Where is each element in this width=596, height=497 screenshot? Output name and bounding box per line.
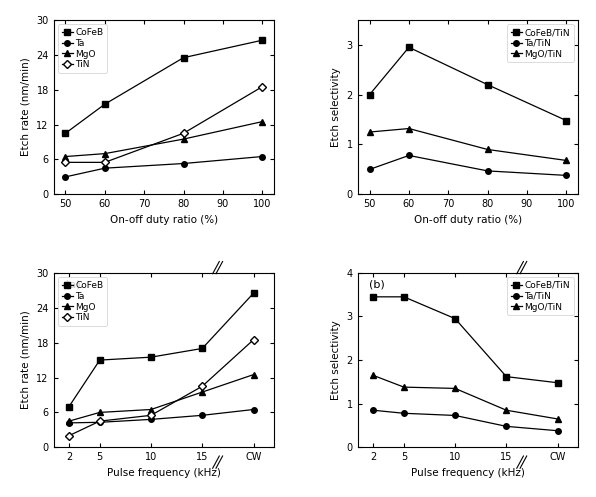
Ta	[259, 154, 266, 160]
Ta	[250, 407, 257, 413]
MgO/TiN	[503, 407, 510, 413]
Legend: CoFeB/TiN, Ta/TiN, MgO/TiN: CoFeB/TiN, Ta/TiN, MgO/TiN	[507, 277, 573, 315]
Ta/TiN	[563, 172, 570, 178]
Y-axis label: Etch selectivity: Etch selectivity	[331, 320, 341, 400]
Text: (b): (b)	[369, 280, 384, 290]
Ta/TiN	[484, 168, 491, 174]
X-axis label: On-off duty ratio (%): On-off duty ratio (%)	[110, 215, 218, 225]
Y-axis label: Etch rate (nm/min): Etch rate (nm/min)	[21, 58, 31, 157]
CoFeB/TiN	[370, 294, 377, 300]
CoFeB/TiN	[554, 380, 561, 386]
Line: Ta: Ta	[63, 154, 265, 180]
Line: CoFeB: CoFeB	[66, 290, 256, 410]
Ta	[101, 165, 108, 171]
Ta/TiN	[370, 407, 377, 413]
CoFeB/TiN	[452, 316, 459, 322]
TiN	[147, 413, 154, 418]
Legend: CoFeB, Ta, MgO, TiN: CoFeB, Ta, MgO, TiN	[58, 24, 107, 73]
CoFeB	[66, 404, 73, 410]
MgO/TiN	[554, 416, 561, 422]
Line: MgO: MgO	[63, 119, 265, 160]
Line: MgO: MgO	[66, 372, 256, 424]
MgO/TiN	[563, 158, 570, 164]
Line: MgO/TiN: MgO/TiN	[370, 373, 560, 422]
TiN	[198, 383, 206, 389]
MgO	[198, 389, 206, 395]
TiN	[180, 130, 187, 136]
MgO/TiN	[370, 372, 377, 378]
Ta	[62, 174, 69, 180]
TiN	[62, 160, 69, 166]
Line: TiN: TiN	[66, 337, 256, 438]
Ta/TiN	[401, 411, 408, 416]
Text: (a): (a)	[64, 280, 80, 290]
TiN	[66, 433, 73, 439]
MgO	[96, 410, 103, 415]
X-axis label: Pulse frequency (kHz): Pulse frequency (kHz)	[107, 468, 221, 478]
CoFeB/TiN	[484, 82, 491, 87]
MgO/TiN	[484, 147, 491, 153]
Y-axis label: Etch selectivity: Etch selectivity	[331, 67, 341, 147]
X-axis label: Pulse frequency (kHz): Pulse frequency (kHz)	[411, 468, 525, 478]
Ta/TiN	[366, 166, 373, 172]
Ta/TiN	[405, 153, 412, 159]
MgO	[180, 136, 187, 142]
TiN	[250, 337, 257, 343]
Line: Ta: Ta	[66, 407, 256, 425]
MgO/TiN	[366, 129, 373, 135]
MgO	[259, 119, 266, 125]
Ta/TiN	[554, 428, 561, 434]
Ta	[66, 420, 73, 426]
MgO/TiN	[452, 386, 459, 392]
CoFeB	[180, 55, 187, 61]
MgO/TiN	[401, 384, 408, 390]
CoFeB/TiN	[366, 91, 373, 97]
Ta	[198, 413, 206, 418]
Line: CoFeB/TiN: CoFeB/TiN	[367, 45, 569, 123]
Ta/TiN	[503, 423, 510, 429]
Line: TiN: TiN	[63, 84, 265, 165]
MgO/TiN	[405, 126, 412, 132]
Line: CoFeB/TiN: CoFeB/TiN	[370, 294, 560, 386]
Ta/TiN	[452, 413, 459, 418]
Legend: CoFeB, Ta, MgO, TiN: CoFeB, Ta, MgO, TiN	[58, 277, 107, 326]
MgO	[62, 154, 69, 160]
TiN	[101, 160, 108, 166]
CoFeB	[198, 345, 206, 351]
CoFeB	[62, 130, 69, 136]
MgO	[101, 151, 108, 157]
Y-axis label: Etch rate (nm/min): Etch rate (nm/min)	[21, 311, 31, 410]
CoFeB/TiN	[563, 118, 570, 124]
MgO	[147, 407, 154, 413]
Legend: CoFeB/TiN, Ta/TiN, MgO/TiN: CoFeB/TiN, Ta/TiN, MgO/TiN	[507, 24, 573, 62]
CoFeB	[147, 354, 154, 360]
CoFeB	[101, 101, 108, 107]
CoFeB/TiN	[405, 44, 412, 50]
MgO	[66, 418, 73, 424]
CoFeB/TiN	[503, 374, 510, 380]
TiN	[259, 84, 266, 90]
TiN	[96, 418, 103, 424]
CoFeB	[259, 37, 266, 43]
Ta	[180, 161, 187, 166]
X-axis label: On-off duty ratio (%): On-off duty ratio (%)	[414, 215, 522, 225]
Line: CoFeB: CoFeB	[63, 37, 265, 136]
MgO	[250, 372, 257, 378]
CoFeB/TiN	[401, 294, 408, 300]
CoFeB	[250, 290, 257, 296]
Line: MgO/TiN: MgO/TiN	[367, 126, 569, 163]
Ta	[96, 419, 103, 425]
Line: Ta/TiN: Ta/TiN	[367, 153, 569, 178]
Ta	[147, 416, 154, 422]
CoFeB	[96, 357, 103, 363]
Line: Ta/TiN: Ta/TiN	[370, 408, 560, 433]
